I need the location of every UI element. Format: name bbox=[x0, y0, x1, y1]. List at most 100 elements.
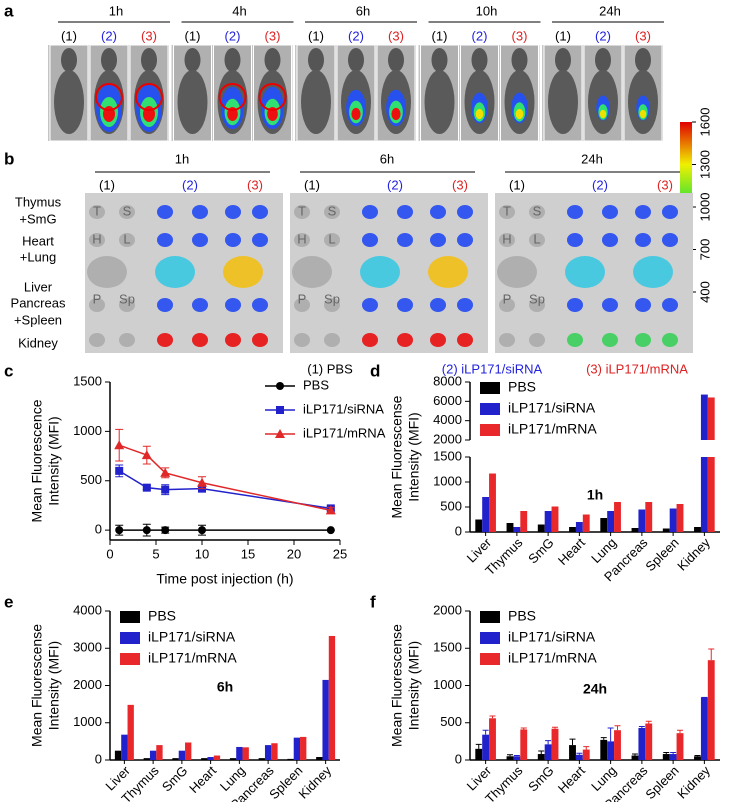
error-bar bbox=[639, 726, 645, 727]
point bbox=[143, 526, 151, 534]
x-tick-label: SmG bbox=[525, 535, 557, 567]
y-tick-label: 2000 bbox=[73, 677, 102, 692]
organ bbox=[497, 256, 537, 288]
organ-letter: Sp bbox=[119, 291, 135, 306]
signal bbox=[351, 108, 360, 120]
bar bbox=[520, 511, 527, 532]
legend-swatch bbox=[480, 424, 500, 436]
y-tick-label: 0 bbox=[95, 751, 102, 766]
legend-label: (3) iLP171/mRNA bbox=[586, 361, 688, 376]
organ bbox=[157, 205, 173, 219]
x-tick-label: Kidney bbox=[295, 763, 334, 802]
bar bbox=[708, 457, 715, 532]
error-bar bbox=[483, 730, 489, 734]
error-bar bbox=[670, 753, 676, 754]
legend-swatch bbox=[120, 632, 140, 644]
x-tick-label: Kidney bbox=[674, 535, 713, 574]
panel-label: b bbox=[4, 149, 14, 168]
error-bar bbox=[632, 754, 638, 755]
bar bbox=[569, 527, 576, 532]
bar bbox=[701, 395, 708, 440]
organ bbox=[192, 333, 208, 347]
x-tick-label: SmG bbox=[159, 763, 191, 795]
group-label: (3) bbox=[635, 28, 651, 43]
bar bbox=[583, 750, 590, 760]
y-tick-label: 0 bbox=[95, 522, 102, 537]
organ bbox=[362, 233, 378, 247]
bar bbox=[552, 507, 559, 533]
bar bbox=[708, 397, 715, 440]
organ-row-label: +Lung bbox=[20, 249, 57, 264]
error-bar bbox=[507, 755, 513, 756]
timepoint-label: 24h bbox=[599, 3, 621, 18]
organ bbox=[430, 233, 446, 247]
organ bbox=[252, 205, 268, 219]
y-axis-label: Intensity (MFI) bbox=[46, 641, 62, 730]
organ bbox=[362, 298, 378, 312]
y-tick-label: 500 bbox=[80, 472, 102, 487]
organ bbox=[157, 333, 173, 347]
organ-letter: T bbox=[503, 203, 511, 218]
y-tick-label: 1500 bbox=[433, 640, 462, 655]
point bbox=[161, 526, 169, 534]
organ bbox=[662, 333, 678, 347]
colorbar-tick-label: 1300 bbox=[697, 150, 712, 179]
bar bbox=[632, 528, 639, 532]
point bbox=[114, 440, 124, 449]
organ bbox=[457, 298, 473, 312]
x-tick-label: Heart bbox=[555, 535, 588, 568]
bar bbox=[583, 515, 590, 533]
mouse-body bbox=[178, 70, 208, 134]
organ bbox=[225, 205, 241, 219]
timepoint-label: 1h bbox=[109, 3, 123, 18]
group-label: (1) bbox=[304, 177, 320, 192]
y-axis-label: Mean Fluorescense bbox=[389, 624, 405, 747]
mouse-head bbox=[308, 48, 324, 72]
legend-swatch bbox=[480, 632, 500, 644]
timepoint-label: 1h bbox=[175, 151, 189, 166]
legend-label: PBS bbox=[508, 608, 536, 624]
point bbox=[276, 406, 284, 414]
y-tick-label: 1000 bbox=[73, 714, 102, 729]
legend-label: PBS bbox=[508, 379, 536, 395]
bar bbox=[322, 680, 328, 760]
organ bbox=[225, 333, 241, 347]
y-axis-label: Mean Fluorescense bbox=[389, 395, 405, 518]
error-bar bbox=[708, 649, 714, 660]
organ-row-label: Heart bbox=[22, 233, 54, 248]
organ bbox=[89, 333, 105, 347]
mouse-head bbox=[348, 48, 364, 72]
bar bbox=[607, 741, 614, 760]
panel-label: a bbox=[4, 1, 14, 20]
organ-row-label: Kidney bbox=[18, 335, 58, 350]
bar bbox=[670, 509, 677, 533]
bar bbox=[600, 518, 607, 532]
timepoint-label: 10h bbox=[476, 3, 498, 18]
group-label: (3) bbox=[247, 177, 263, 192]
error-bar bbox=[476, 744, 482, 748]
organ-letter: P bbox=[298, 291, 307, 306]
group-label: (3) bbox=[141, 28, 157, 43]
organ-row-label: Pancreas bbox=[11, 295, 66, 310]
organ bbox=[499, 333, 515, 347]
panel-label: c bbox=[4, 361, 13, 380]
panel-label: d bbox=[370, 361, 380, 380]
y-tick-label: 0 bbox=[455, 523, 462, 538]
organ bbox=[362, 333, 378, 347]
organ-letter: H bbox=[502, 231, 511, 246]
legend-label: PBS bbox=[148, 608, 176, 624]
organ bbox=[252, 333, 268, 347]
point bbox=[327, 526, 335, 534]
bar bbox=[607, 511, 614, 532]
organ-letter: T bbox=[93, 203, 101, 218]
y-axis-label: Intensity (MFI) bbox=[406, 641, 422, 730]
bar bbox=[230, 758, 236, 760]
error-bar bbox=[695, 756, 701, 757]
point bbox=[115, 526, 123, 534]
group-label: (3) bbox=[657, 177, 673, 192]
organ-letter: H bbox=[297, 231, 306, 246]
bar bbox=[115, 751, 121, 760]
bar bbox=[156, 745, 162, 760]
group-label: (2) bbox=[472, 28, 488, 43]
point bbox=[143, 484, 151, 492]
